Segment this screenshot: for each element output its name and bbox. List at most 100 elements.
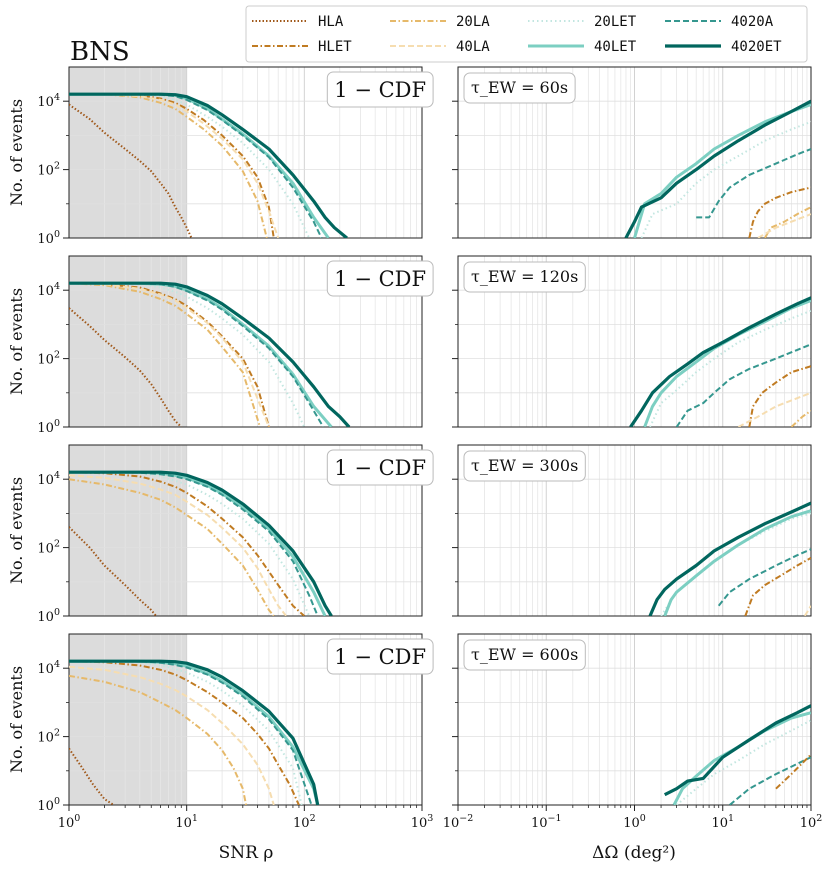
x-tick-label: 102 [293, 813, 316, 831]
y-axis-label: No. of events [7, 477, 26, 584]
series-line-4020ET [69, 92, 348, 238]
cdf-label: 1 − CDF [326, 638, 434, 675]
tau-ew-label: τ_EW = 120s [463, 261, 586, 293]
series-line-4020ET [69, 659, 320, 805]
legend-label-4020ET: 4020ET [731, 39, 782, 55]
series-line-4020ET [69, 470, 333, 616]
legend-label-20LA: 20LA [456, 14, 490, 30]
svg-text:τ_EW = 300s: τ_EW = 300s [471, 456, 578, 475]
series-line-4020A [675, 343, 811, 427]
series-line-40LA [737, 391, 811, 427]
axes-frame [457, 255, 812, 428]
panel-snr-row-1: 100 102 104 No. of events 1 − CDF [7, 66, 434, 247]
tau-ew-label: τ_EW = 600s [463, 639, 586, 671]
series-line-40LA [69, 93, 280, 238]
series-line-20LA [764, 206, 811, 238]
legend-label-20LET: 20LET [594, 14, 637, 30]
series-line-4020ET [648, 501, 811, 616]
x-tick-label: 10−1 [531, 813, 562, 831]
series-line-HLET [69, 471, 305, 616]
y-tick-label: 102 [37, 350, 60, 368]
series-line-20LET [640, 120, 811, 238]
svg-text:τ_EW = 600s: τ_EW = 600s [471, 645, 578, 664]
series-line-20LA [69, 282, 261, 427]
series-line-4020A [69, 93, 323, 238]
x-tick-label: 102 [800, 813, 823, 831]
axes-frame [68, 444, 423, 617]
x-tick-label: 103 [411, 813, 434, 831]
svg-text:1 − CDF: 1 − CDF [334, 78, 426, 102]
svg-text:1 − CDF: 1 − CDF [334, 645, 426, 669]
panel-area-row-3: τ_EW = 300s [452, 444, 812, 617]
x-axis-label-left: SNR ρ [219, 843, 274, 863]
panel-snr-row-4: 100 102 104 No. of events 100 101 102 103 1 − CD… [7, 633, 434, 831]
y-tick-label: 100 [37, 607, 60, 625]
axes-frame [68, 255, 423, 428]
gridlines [458, 445, 811, 616]
series-line-4020A [69, 471, 319, 616]
x-tick-label: 101 [711, 813, 734, 831]
series-line-20LA [69, 478, 275, 616]
axes-frame [457, 444, 812, 617]
svg-text:1 − CDF: 1 − CDF [334, 456, 426, 480]
series-line-4020ET [629, 296, 811, 427]
series-line-20LET [69, 282, 306, 427]
x-tick-label: 10−2 [443, 813, 474, 831]
panel-snr-row-2: 100 102 104 No. of events 1 − CDF [7, 255, 434, 436]
y-tick-label: 100 [37, 229, 60, 247]
series-line-20LET [660, 512, 811, 616]
series-line-4020A [69, 282, 325, 427]
series-line-4020A [717, 548, 811, 607]
x-tick-label: 100 [58, 813, 81, 831]
y-tick-label: 102 [37, 161, 60, 179]
y-axis-label: No. of events [7, 99, 26, 206]
series-line-HLET [748, 186, 811, 238]
panel-area-row-1: τ_EW = 60s [452, 66, 812, 239]
legend-label-40LA: 40LA [456, 39, 490, 55]
series-line-HLA [69, 747, 115, 805]
svg-text:τ_EW = 120s: τ_EW = 120s [471, 267, 578, 286]
series-line-20LET [69, 93, 311, 238]
legend-label-HLA: HLA [318, 14, 344, 30]
series-line-4020A [696, 148, 811, 219]
x-tick-label: 101 [175, 813, 198, 831]
series-line-HLA [69, 103, 193, 238]
y-tick-label: 104 [37, 470, 60, 488]
series-line-4020A [729, 756, 811, 805]
svg-text:τ_EW = 60s: τ_EW = 60s [471, 78, 568, 97]
panel-snr-row-3: 100 102 104 No. of events 1 − CDF [7, 444, 434, 625]
series-line-40LA [69, 282, 270, 427]
panel-area-row-2: τ_EW = 120s [452, 255, 812, 428]
svg-text:1 − CDF: 1 − CDF [334, 267, 426, 291]
series-line-HLA [69, 526, 157, 616]
series-line-40LA [803, 605, 811, 616]
series-line-40LA [757, 213, 811, 238]
tau-ew-label: τ_EW = 60s [463, 72, 576, 104]
series-line-40LET [663, 509, 811, 616]
series-line-HLET [775, 753, 811, 790]
series-line-4020ET [663, 704, 811, 797]
x-axis-label-right: ΔΩ (deg²) [592, 843, 676, 863]
y-tick-label: 102 [37, 539, 60, 557]
tau-ew-label: τ_EW = 300s [463, 450, 586, 482]
series-line-20LA [790, 409, 811, 427]
y-axis-label: No. of events [7, 288, 26, 395]
series-line-40LA [69, 665, 275, 805]
series-line-HLET [69, 660, 300, 805]
series-line-40LA [69, 474, 287, 616]
y-tick-label: 102 [37, 728, 60, 746]
figure-title: BNS [70, 37, 130, 67]
cdf-label: 1 − CDF [326, 449, 434, 486]
series-line-20LET [649, 309, 811, 427]
x-tick-label: 100 [623, 813, 646, 831]
series-line-4020ET [624, 99, 811, 238]
legend: HLA HLET 20LA 40LA 20LET 40LET 4020A 4020ET [245, 5, 808, 63]
y-tick-label: 104 [37, 92, 60, 110]
axes-frame [68, 66, 423, 239]
series-line-40LET [643, 299, 811, 427]
y-tick-label: 100 [37, 796, 60, 814]
series-line-4020ET [69, 281, 351, 427]
panels: 100 102 104 No. of events 1 − CDF τ_EW = 60s 1… [7, 66, 823, 831]
legend-label-HLET: HLET [318, 39, 352, 55]
